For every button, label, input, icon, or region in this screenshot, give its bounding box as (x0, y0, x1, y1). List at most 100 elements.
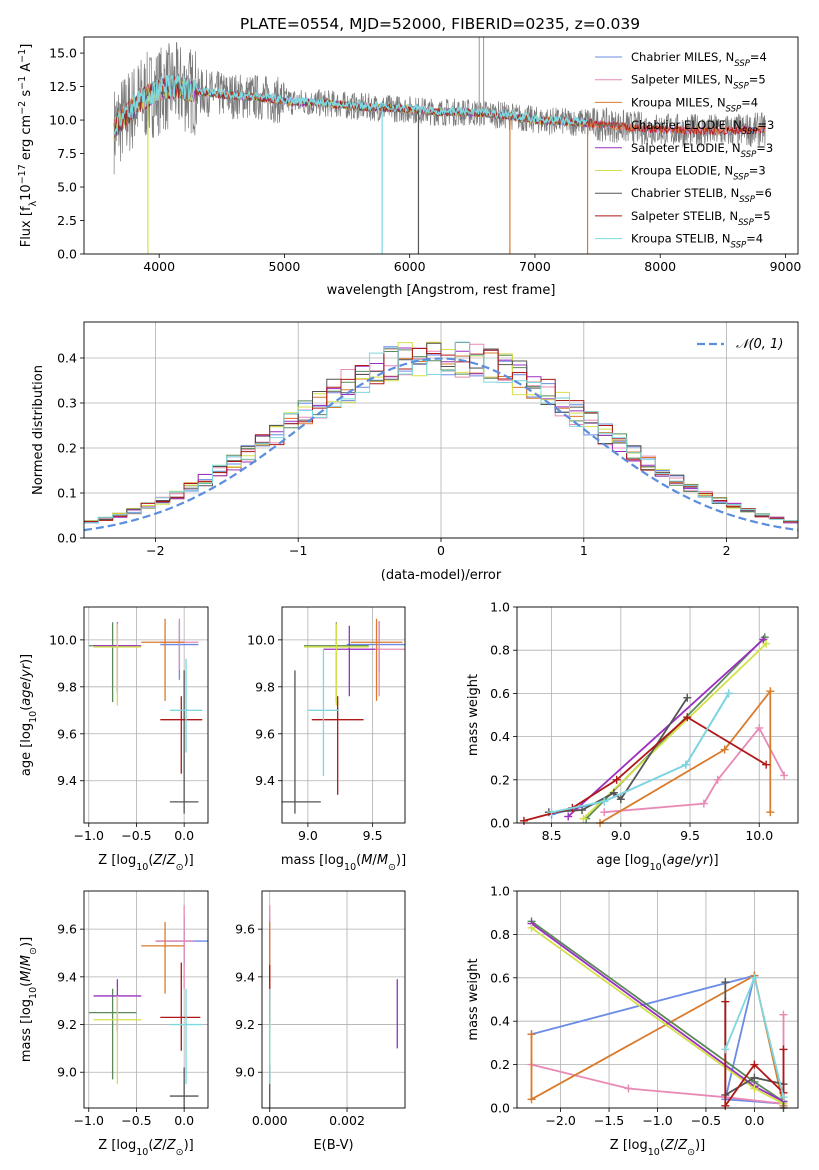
weight-line-8 (551, 692, 730, 814)
x-tick-label: 9.5 (680, 828, 700, 843)
label-part: age (667, 853, 691, 868)
y-tick-label: 2.5 (57, 213, 77, 228)
label-part: 10 (650, 862, 662, 873)
x-tick-label: 0.0 (174, 828, 194, 843)
label-part: s (19, 90, 34, 101)
reference-normal-curve (84, 357, 798, 532)
x-tick-label: 7000 (519, 259, 551, 274)
label-part: mass [log (19, 999, 34, 1062)
label-part: ⊙ (687, 1147, 695, 1158)
x-tick-label: −1.5 (594, 1113, 624, 1128)
y-tick-label: 9.6 (57, 726, 77, 741)
y-axis-label: mass [log10(M/M⊙)] (19, 937, 39, 1062)
model-spectrum-7 (113, 76, 766, 137)
y-tick-label: 5.0 (57, 180, 77, 195)
legend-label-sub: SSP (733, 82, 749, 92)
weight-line-0 (551, 692, 730, 816)
legend-label-main: Salpeter MILES, N (631, 73, 733, 87)
plot-area (269, 905, 398, 1108)
y-tick-label: 9.2 (235, 1017, 255, 1032)
x-tick-label: 9000 (770, 259, 802, 274)
label-part: / (372, 853, 377, 868)
label-part: λ (28, 200, 39, 206)
y-tick-label: 9.6 (255, 726, 275, 741)
legend-label-sub: SSP (739, 195, 755, 205)
x-axis-label: E(B-V) (313, 1138, 353, 1153)
label-part: ( (148, 1138, 153, 1153)
figure-title: PLATE=0554, MJD=52000, FIBERID=0235, z=0… (240, 15, 640, 33)
label-part: Z [log (98, 853, 136, 868)
x-tick-label: −0.5 (691, 1113, 721, 1128)
label-part: / (162, 1138, 167, 1153)
legend-label-tail: =4 (746, 232, 763, 246)
y-axis-label: mass weight (466, 674, 481, 756)
legend-label: Chabrier ELODIE, NSSP=3 (631, 118, 774, 137)
label-part: Z (166, 1138, 177, 1153)
y-tick-label: 0.2 (57, 441, 77, 456)
y-tick-label: 1.0 (490, 884, 510, 899)
legend-label-main: Chabrier ELODIE, N (631, 118, 742, 132)
legend-label-sub: SSP (742, 127, 758, 137)
x-tick-label: 2 (723, 543, 731, 558)
y-tick-label: 9.8 (255, 679, 275, 694)
x-tick-label: 0.002 (329, 1113, 365, 1128)
histogram-step-8 (84, 341, 798, 524)
label-part: Flux [f (19, 206, 34, 247)
x-tick-label: −2 (146, 543, 164, 558)
axes-frame (261, 890, 406, 1109)
x-tick-label: 0.000 (252, 1113, 288, 1128)
y-tick-label: 0.2 (490, 772, 510, 787)
y-axis-label: Normed distribution (31, 365, 46, 495)
label-part: Z (166, 853, 177, 868)
y-tick-label: 9.8 (57, 679, 77, 694)
legend-label-tail: =5 (749, 73, 766, 87)
label-part: )] (708, 853, 718, 868)
axes-frame (516, 606, 799, 824)
plot-area (84, 341, 798, 532)
observed-spectrum (113, 42, 766, 175)
legend-label: Salpeter ELODIE, NSSP=3 (631, 141, 773, 160)
label-part: / (691, 853, 696, 868)
legend-label-sub: SSP (734, 59, 750, 69)
y-tick-label: 0.4 (490, 1014, 510, 1029)
x-tick-label: −0.5 (121, 1113, 151, 1128)
x-tick-label: 0.0 (744, 1113, 764, 1128)
label-part: )] (396, 853, 406, 868)
legend-label: Chabrier STELIB, NSSP=6 (631, 186, 772, 205)
weight-line-1 (604, 726, 785, 814)
y-tick-label: 9.0 (235, 1065, 255, 1080)
x-tick-label: −1 (289, 543, 307, 558)
label-part: 10 (136, 1147, 148, 1158)
legend-label-tail: =3 (757, 118, 774, 132)
legend-label-sub: SSP (741, 150, 757, 160)
plot-area (527, 917, 788, 1112)
y-tick-label: 9.2 (57, 1017, 77, 1032)
x-tick-label: 9.0 (298, 828, 318, 843)
model-spectrum-8 (113, 74, 589, 137)
label-part: −1 (17, 49, 28, 63)
axes-frame (83, 890, 209, 1109)
label-part: Z [log (610, 1138, 648, 1153)
x-tick-label: 6000 (394, 259, 426, 274)
histogram-step-7 (84, 348, 798, 522)
legend-label-main: Kroupa STELIB, N (631, 232, 731, 246)
label-part: Z (152, 1138, 163, 1153)
plot-area (282, 618, 405, 814)
x-tick-label: 9.5 (363, 828, 383, 843)
legend-label-sub: SSP (738, 218, 754, 228)
label-part: ⊙ (388, 862, 396, 873)
y-tick-label: 0.2 (490, 1057, 510, 1072)
label-part: ( (660, 1138, 665, 1153)
y-tick-label: 0.1 (57, 486, 77, 501)
axes-frame (83, 36, 799, 255)
weight-vs-age-panel: 8.5 9.0 9.5 10.0 0.0 0.2 0.4 0.6 0.8 1.0 age [log1… (466, 600, 799, 873)
x-tick-label: 9.0 (611, 828, 631, 843)
label-part: / (19, 676, 34, 681)
y-tick-label: 0.4 (57, 351, 77, 366)
x-axis-label: wavelength [Angstrom, rest frame] (327, 283, 556, 298)
label-part: M (19, 955, 34, 966)
label-part: age [log (19, 723, 34, 776)
y-tick-label: 0.0 (490, 816, 510, 831)
label-part: ( (19, 982, 34, 987)
